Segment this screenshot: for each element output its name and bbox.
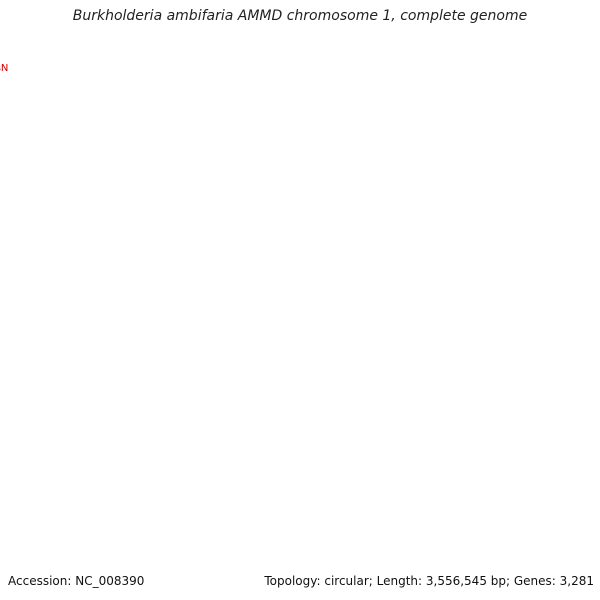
gene-label: rpsN xyxy=(0,63,8,74)
gene-labels: rpsNrplFrplRrpsErpmDrplOsecYinfArpmJrpsM… xyxy=(0,63,8,74)
map-title: Burkholderia ambifaria AMMD chromosome 1… xyxy=(72,8,528,24)
accession-text: Accession: NC_008390 xyxy=(8,574,145,588)
genome-info-text: Topology: circular; Length: 3,556,545 bp… xyxy=(264,574,594,588)
